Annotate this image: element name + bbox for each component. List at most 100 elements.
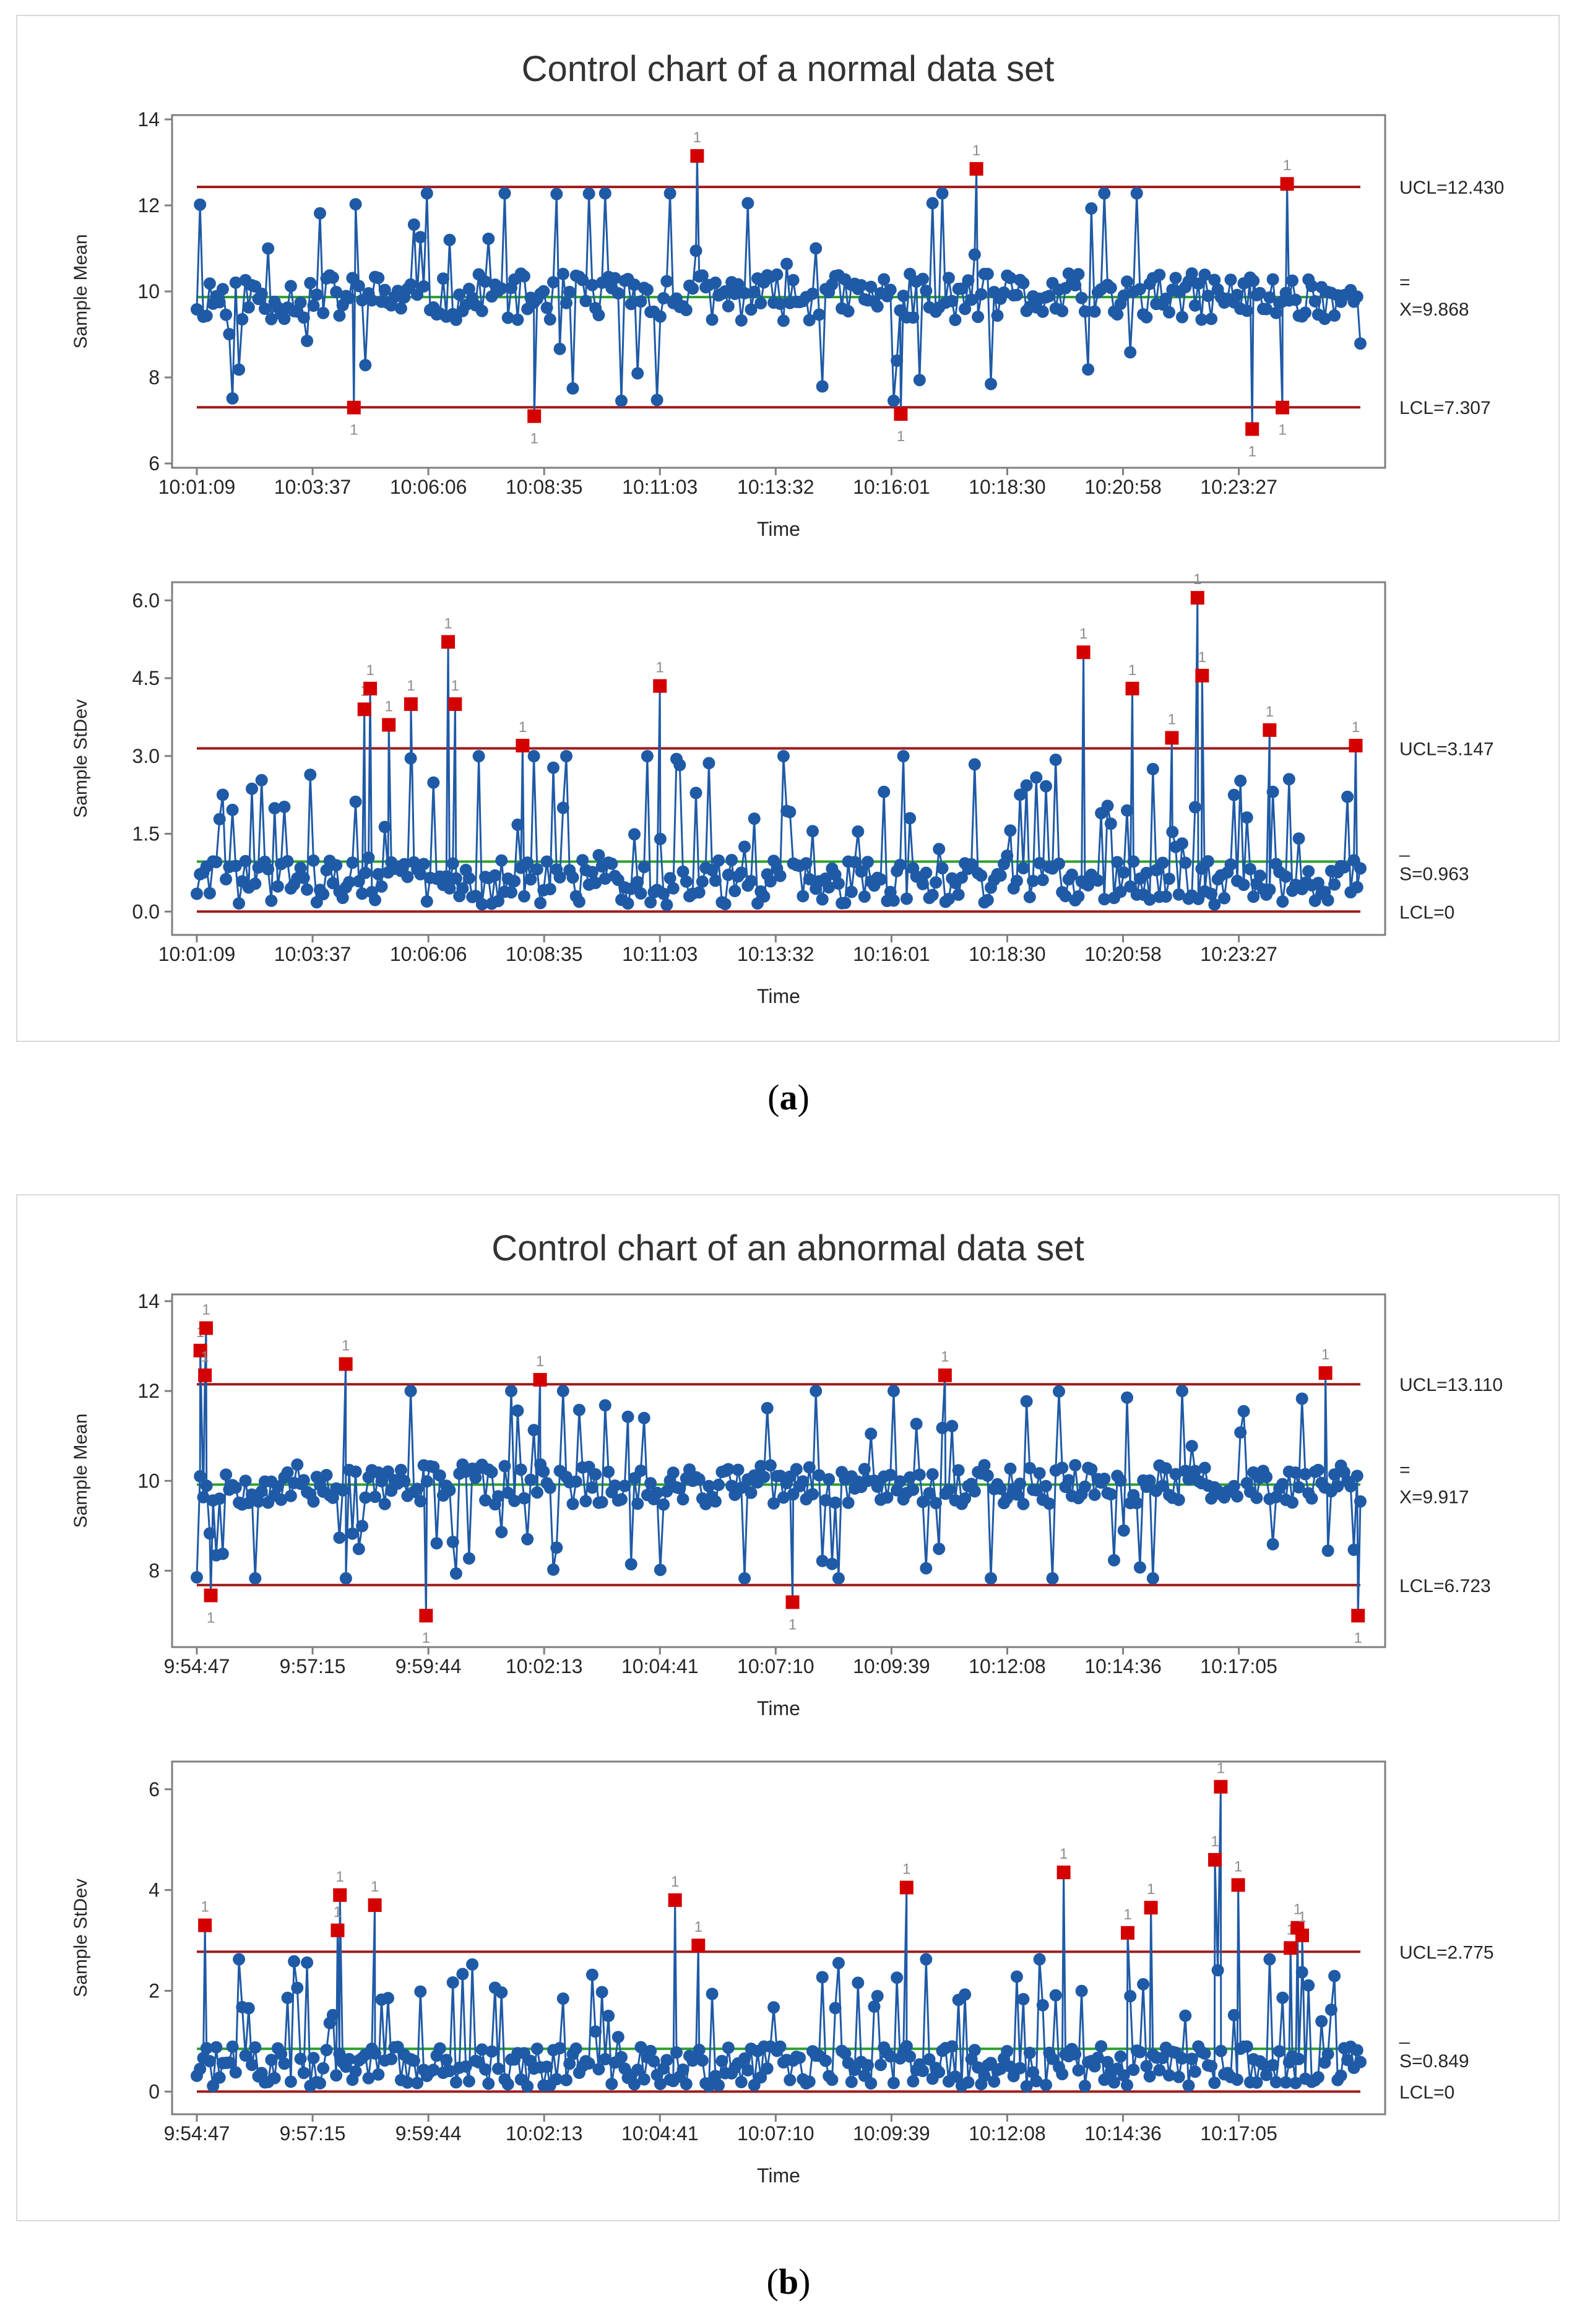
fig-b-mean-xtick-label: 9:54:47 bbox=[164, 1655, 230, 1677]
fig-a-sd-point bbox=[1188, 801, 1201, 814]
fig-b-sd-point bbox=[213, 2071, 226, 2084]
fig-b-mean-point bbox=[1040, 1479, 1052, 1492]
fig-a-mean-point bbox=[216, 283, 229, 296]
fig-a-mean-point bbox=[579, 295, 592, 308]
fig-a-mean-point bbox=[553, 342, 566, 355]
fig-b-mean-ylabel: Sample Mean bbox=[71, 1413, 91, 1528]
fig-b-sd-point bbox=[1114, 2050, 1127, 2063]
fig-a-sd-point bbox=[693, 886, 706, 899]
fig-a-sd-point bbox=[663, 872, 676, 885]
fig-b-sd-point bbox=[326, 2008, 339, 2021]
fig-b-mean-point bbox=[191, 1571, 203, 1584]
fig-b-mean-point bbox=[1146, 1572, 1159, 1585]
fig-a-sd-point bbox=[816, 893, 829, 906]
fig-a-mean-point bbox=[1240, 304, 1253, 317]
fig-b-sd-point bbox=[1020, 2080, 1033, 2093]
fig-b-mean-flag-point bbox=[1351, 1609, 1365, 1623]
fig-b-mean-point bbox=[249, 1572, 262, 1585]
fig-b-mean-point bbox=[1169, 1468, 1182, 1481]
fig-b-sd-point bbox=[1069, 2048, 1082, 2060]
fig-b-sd-point bbox=[670, 2046, 683, 2059]
fig-a-mean-point bbox=[1192, 277, 1205, 290]
fig-a-mean-point bbox=[965, 293, 978, 306]
fig-b-mean-point bbox=[336, 1484, 349, 1497]
fig-b-sd-point bbox=[1256, 2058, 1269, 2071]
fig-b-sd-point bbox=[1017, 1993, 1030, 2005]
fig-b-sd-point bbox=[1227, 2008, 1240, 2021]
fig-a-sd-flag-label: 1 bbox=[519, 719, 527, 736]
fig-a-sd-point bbox=[605, 857, 618, 870]
fig-a-mean-point bbox=[991, 309, 1004, 322]
fig-a-mean-point bbox=[242, 301, 255, 314]
fig-b-mean-xtick-label: 9:59:44 bbox=[395, 1655, 462, 1677]
fig-b-mean-point bbox=[200, 1479, 213, 1492]
fig-b-mean-point bbox=[735, 1481, 748, 1494]
fig-a-sd-point bbox=[900, 892, 913, 905]
fig-a-sd-point bbox=[758, 890, 771, 903]
fig-a-mean-flag-point bbox=[690, 149, 704, 163]
fig-b-sd-point bbox=[382, 1992, 394, 2005]
fig-b-mean-point bbox=[1250, 1491, 1263, 1504]
fig-a-mean-point bbox=[236, 313, 249, 325]
fig-a-mean-point bbox=[959, 303, 972, 316]
fig-a-mean-point bbox=[1350, 290, 1363, 303]
fig-a-mean-point bbox=[745, 303, 758, 316]
fig-b-mean-point bbox=[595, 1496, 608, 1508]
fig-b-sd-point bbox=[372, 2068, 385, 2081]
fig-b-mean-center-label: X=9.917 bbox=[1399, 1487, 1469, 1507]
fig-b-sd-point bbox=[275, 2047, 288, 2060]
fig-b-sd-point bbox=[676, 2063, 689, 2076]
fig-a-sd-point bbox=[800, 857, 813, 870]
fig-b-sd-flag-label: 1 bbox=[671, 1874, 679, 1890]
fig-a-sd-point bbox=[1001, 850, 1014, 862]
fig-b-mean-point bbox=[349, 1465, 362, 1478]
fig-b-sd-point bbox=[900, 2040, 913, 2053]
fig-b-mean-point bbox=[994, 1483, 1007, 1495]
fig-b-sd-point bbox=[702, 2080, 715, 2093]
fig-a-sd-point bbox=[530, 863, 543, 876]
fig-a-sd-point bbox=[644, 896, 657, 909]
fig-b-sd-point bbox=[637, 2073, 650, 2086]
fig-a-mean-point bbox=[741, 197, 754, 210]
fig-b-sd-point bbox=[265, 2054, 278, 2067]
fig-a-sd-point bbox=[598, 872, 611, 885]
figure-b-chart: Control chart of an abnormal data set810… bbox=[71, 1228, 1503, 2187]
fig-b-sd-point bbox=[803, 2075, 816, 2088]
fig-a-mean-xtick-label: 10:13:32 bbox=[737, 476, 814, 498]
fig-b-mean-point bbox=[1023, 1461, 1036, 1474]
fig-a-sd-point bbox=[521, 856, 534, 869]
fig-b-mean-point bbox=[673, 1482, 686, 1495]
fig-b-sd-point bbox=[1143, 2070, 1156, 2083]
fig-b-mean-flag-point bbox=[533, 1372, 547, 1387]
fig-b-sd-point bbox=[1214, 2044, 1227, 2057]
fig-a-sd-point bbox=[1114, 885, 1127, 898]
fig-b-sd-point bbox=[433, 2042, 446, 2055]
fig-a-mean-point bbox=[1121, 275, 1133, 288]
fig-b-mean-point bbox=[462, 1552, 475, 1565]
fig-b-mean-point bbox=[572, 1403, 585, 1416]
fig-b-mean-xlabel: Time bbox=[757, 1697, 800, 1719]
fig-b-mean-point bbox=[637, 1411, 650, 1424]
fig-b-sd-point bbox=[891, 1971, 904, 1984]
fig-a-sd-point bbox=[709, 874, 722, 887]
fig-b-mean-point bbox=[492, 1490, 504, 1503]
fig-b-sd-point bbox=[962, 2076, 975, 2089]
fig-b-sd-point bbox=[284, 2075, 297, 2088]
fig-a-mean-point bbox=[1208, 273, 1221, 286]
fig-b-sd-point bbox=[994, 2062, 1007, 2075]
fig-a-sd-point bbox=[440, 870, 453, 883]
fig-a-mean-point bbox=[550, 187, 563, 200]
fig-b-mean-point bbox=[252, 1495, 265, 1508]
fig-b-sd-point bbox=[611, 2031, 624, 2044]
fig-b-mean-point bbox=[1117, 1524, 1130, 1537]
fig-a-mean-point bbox=[560, 296, 572, 309]
fig-a-sd-point bbox=[1266, 785, 1279, 798]
fig-b-sd-ytick-label: 2 bbox=[149, 1980, 160, 2002]
fig-b-mean-point bbox=[761, 1401, 774, 1414]
fig-a-mean-point bbox=[1036, 305, 1049, 318]
fig-b-sd-point bbox=[1185, 2052, 1198, 2065]
fig-b-mean-point bbox=[547, 1563, 560, 1576]
fig-b-sd-point bbox=[598, 2053, 611, 2065]
fig-a-sd-point bbox=[446, 857, 459, 870]
fig-a-sd-point bbox=[1117, 866, 1130, 879]
